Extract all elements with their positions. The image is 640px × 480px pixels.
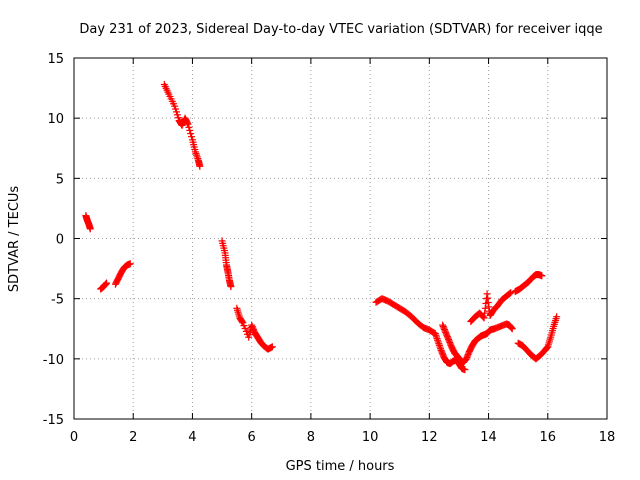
series-arc-9	[467, 289, 515, 326]
x-tick-label: 2	[129, 430, 137, 445]
x-tick-label: 0	[70, 430, 78, 445]
series-arc-11	[514, 313, 561, 363]
data-point-interp	[188, 133, 196, 141]
x-tick-label: 12	[421, 430, 438, 445]
y-tick-label: 5	[56, 172, 64, 187]
data-point-interp	[506, 289, 514, 297]
plot-frame	[73, 57, 608, 420]
data-point	[196, 162, 204, 170]
y-axis-label: SDTVAR / TECUs	[7, 186, 22, 293]
x-tick-labels: 0 2 4 6 8 10 12 14 16 18	[70, 430, 615, 445]
series-arc-8	[439, 320, 516, 366]
data-point	[461, 366, 469, 374]
series-arc-10	[511, 271, 546, 295]
data-point-interp	[187, 130, 195, 138]
x-tick-label: 8	[307, 430, 315, 445]
x-tick-label: 18	[599, 430, 616, 445]
y-tick-label: -15	[43, 413, 64, 428]
data-points	[82, 80, 561, 374]
x-tick-label: 10	[362, 430, 379, 445]
data-point	[103, 279, 111, 287]
grid-lines	[74, 58, 607, 419]
y-tick-label: -5	[51, 293, 64, 308]
y-tick-label: 10	[47, 112, 64, 127]
x-tick-label: 4	[188, 430, 196, 445]
data-point	[126, 260, 134, 268]
x-axis-label: GPS time / hours	[286, 459, 395, 474]
data-point	[553, 313, 561, 321]
series-arc-6	[233, 304, 276, 353]
y-tick-label: 0	[56, 233, 64, 248]
data-point	[538, 272, 546, 280]
series-arc-2	[97, 279, 111, 293]
series-arc-3	[111, 260, 134, 288]
data-point	[268, 343, 276, 351]
data-point-interp	[479, 313, 487, 321]
chart-title: Day 231 of 2023, Sidereal Day-to-day VTE…	[79, 22, 602, 37]
data-point-interp	[185, 123, 193, 131]
y-tick-label: 15	[47, 52, 64, 67]
data-point	[507, 289, 515, 297]
x-tick-label: 6	[248, 430, 256, 445]
series-arc-5	[218, 237, 235, 291]
series-arc-1	[82, 212, 94, 233]
y-tick-label: -10	[43, 353, 64, 368]
data-point	[227, 283, 235, 291]
axis-ticks	[73, 57, 608, 420]
series-arc-4	[160, 80, 204, 170]
series-arc-7	[372, 295, 469, 374]
x-tick-label: 16	[540, 430, 557, 445]
data-point	[508, 325, 516, 333]
data-point-interp	[186, 126, 194, 134]
x-tick-label: 14	[480, 430, 497, 445]
y-tick-labels: -15 -10 -5 0 5 10 15	[43, 52, 64, 428]
data-point	[184, 120, 192, 128]
data-point	[86, 225, 94, 233]
